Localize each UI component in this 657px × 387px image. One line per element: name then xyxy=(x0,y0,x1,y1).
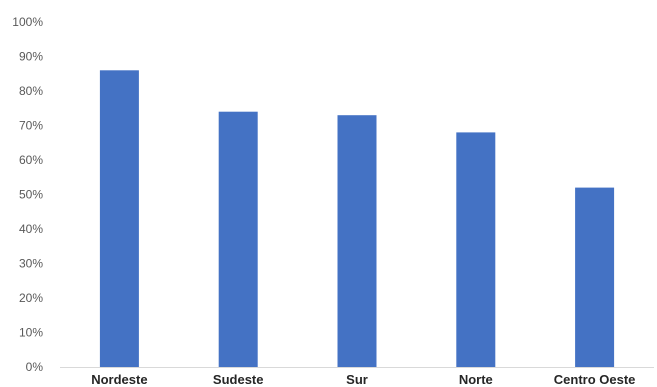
bar-sur xyxy=(337,115,377,367)
x-tick-label: Sudeste xyxy=(213,372,264,387)
bar-norte xyxy=(456,132,496,367)
y-tick-label: 90% xyxy=(19,50,43,64)
y-tick-label: 70% xyxy=(19,119,43,133)
y-tick-label: 0% xyxy=(26,360,44,374)
x-tick-label: Centro Oeste xyxy=(554,372,636,387)
x-tick-label: Nordeste xyxy=(91,372,147,387)
y-tick-label: 40% xyxy=(19,222,43,236)
y-tick-label: 30% xyxy=(19,257,43,271)
x-tick-label: Sur xyxy=(346,372,368,387)
y-tick-label: 80% xyxy=(19,84,43,98)
y-tick-label: 10% xyxy=(19,326,43,340)
bar-nordeste xyxy=(99,70,139,368)
y-tick-label: 100% xyxy=(12,15,43,29)
bar-sudeste xyxy=(218,111,258,367)
y-tick-label: 60% xyxy=(19,153,43,167)
y-tick-label: 20% xyxy=(19,291,43,305)
y-tick-label: 50% xyxy=(19,188,43,202)
bar-centro-oeste xyxy=(575,187,615,367)
x-tick-label: Norte xyxy=(459,372,493,387)
